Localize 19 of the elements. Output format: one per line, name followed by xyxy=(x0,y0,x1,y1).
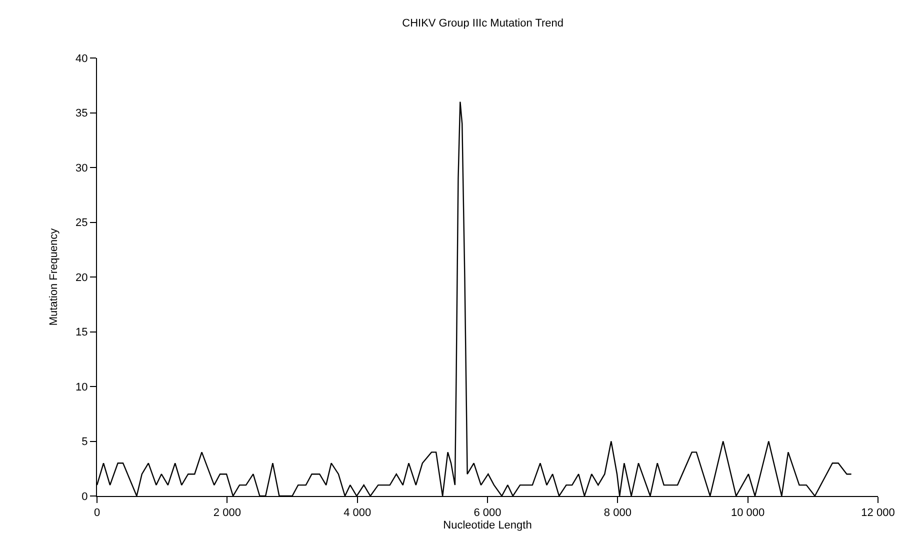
y-tick-label: 10 xyxy=(76,381,88,394)
y-axis-title: Mutation Frequency xyxy=(48,228,60,326)
y-tick-label: 15 xyxy=(76,326,88,339)
x-tick-label: 2 000 xyxy=(213,507,241,520)
x-tick-label: 10 000 xyxy=(731,507,765,520)
x-tick-label: 8 000 xyxy=(604,507,632,520)
x-tick-label: 0 xyxy=(94,507,100,520)
x-tick-label: 4 000 xyxy=(344,507,372,520)
y-tick-label: 20 xyxy=(76,272,88,284)
y-tick-label: 40 xyxy=(76,52,88,65)
y-tick-label: 35 xyxy=(76,108,88,120)
x-tick-label: 12 000 xyxy=(861,507,895,520)
y-tick-label: 30 xyxy=(76,162,88,174)
y-tick-label: 5 xyxy=(82,436,88,448)
y-tick-label: 0 xyxy=(82,490,88,503)
y-tick-label: 25 xyxy=(76,217,88,230)
x-tick-label: 6 000 xyxy=(474,507,502,520)
chart-title: CHIKV Group IIIc Mutation Trend xyxy=(402,18,564,30)
x-axis-title: Nucleotide Length xyxy=(443,519,532,532)
